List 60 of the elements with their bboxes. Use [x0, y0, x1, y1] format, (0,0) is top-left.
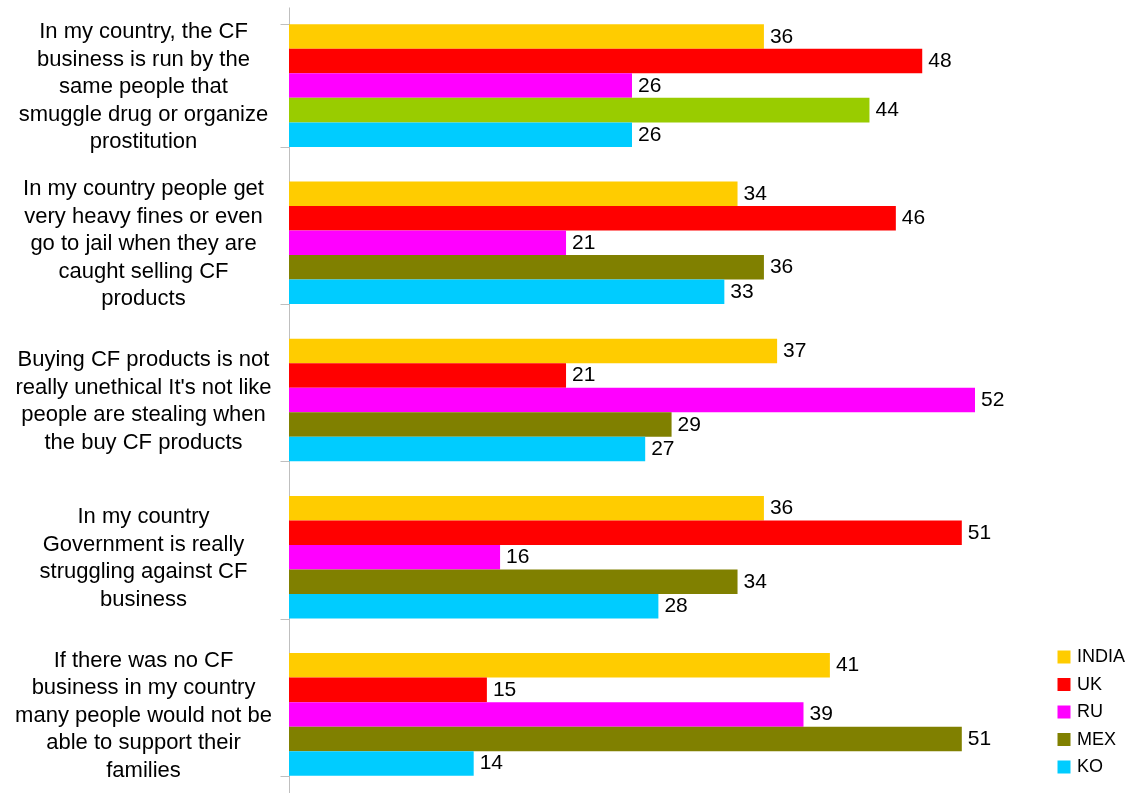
data-label: 27 [651, 436, 675, 460]
legend-label: RU [1077, 701, 1103, 721]
data-label: 16 [506, 544, 530, 568]
data-label: 34 [743, 568, 768, 592]
y-tick-label: If there was no CF business in my country many people would not be able to support their families [15, 646, 272, 782]
bar [289, 24, 764, 49]
bar [289, 338, 778, 364]
legend-label: KO [1077, 756, 1104, 776]
bar [289, 363, 567, 388]
bar [289, 206, 896, 231]
bar [289, 751, 474, 776]
data-label: 21 [572, 229, 596, 253]
data-label: 52 [981, 387, 1005, 410]
data-label: 51 [967, 519, 992, 543]
bar [289, 97, 870, 123]
bar [289, 726, 962, 752]
data-label: 36 [769, 495, 794, 519]
data-label: 51 [967, 725, 992, 749]
legend-label: INDIA [1077, 646, 1126, 666]
data-label: 21 [572, 362, 596, 386]
data-label: 28 [664, 593, 688, 617]
bar [289, 677, 487, 703]
bar [289, 544, 501, 570]
bar [289, 230, 567, 256]
bar [289, 73, 632, 98]
bar [289, 593, 659, 619]
data-label: 44 [875, 97, 900, 121]
data-label: 26 [638, 121, 662, 145]
data-label: 39 [809, 701, 833, 725]
bar [289, 520, 962, 545]
data-label: 37 [783, 337, 807, 361]
legend-label: UK [1077, 673, 1103, 694]
data-label: 41 [835, 652, 860, 676]
data-label: 33 [730, 278, 754, 302]
bar [289, 436, 646, 462]
bar [289, 412, 672, 437]
data-label: 29 [677, 411, 701, 435]
data-label: 36 [769, 254, 794, 278]
bar [289, 653, 830, 678]
legend-label: MEX [1077, 728, 1117, 749]
data-label: 46 [901, 205, 926, 229]
data-label: 26 [638, 72, 662, 96]
bar [289, 387, 975, 413]
data-label: 15 [492, 676, 517, 700]
bar [289, 181, 738, 207]
data-label: 36 [769, 23, 794, 47]
data-label: 34 [743, 180, 768, 204]
y-tick-label: Buying CF products is not really unethical It's not like people are stealing when the buy CF products [15, 346, 272, 454]
bar [289, 279, 725, 305]
data-label: 14 [479, 750, 504, 774]
y-tick-label: In my country, the CF business is run by the same people that smuggle drug or organize prostitution [18, 18, 269, 154]
bar [289, 569, 738, 594]
bar [289, 702, 804, 727]
y-tick-label: In my country Government is really struggling against CF business [39, 503, 248, 611]
bar [289, 122, 632, 147]
data-label: 48 [928, 48, 952, 72]
bar [289, 255, 764, 280]
bar [289, 495, 764, 521]
bar [289, 48, 923, 74]
y-tick-label: In my country people get very heavy fines or even go to jail when they are caught selling CF products [23, 175, 264, 311]
